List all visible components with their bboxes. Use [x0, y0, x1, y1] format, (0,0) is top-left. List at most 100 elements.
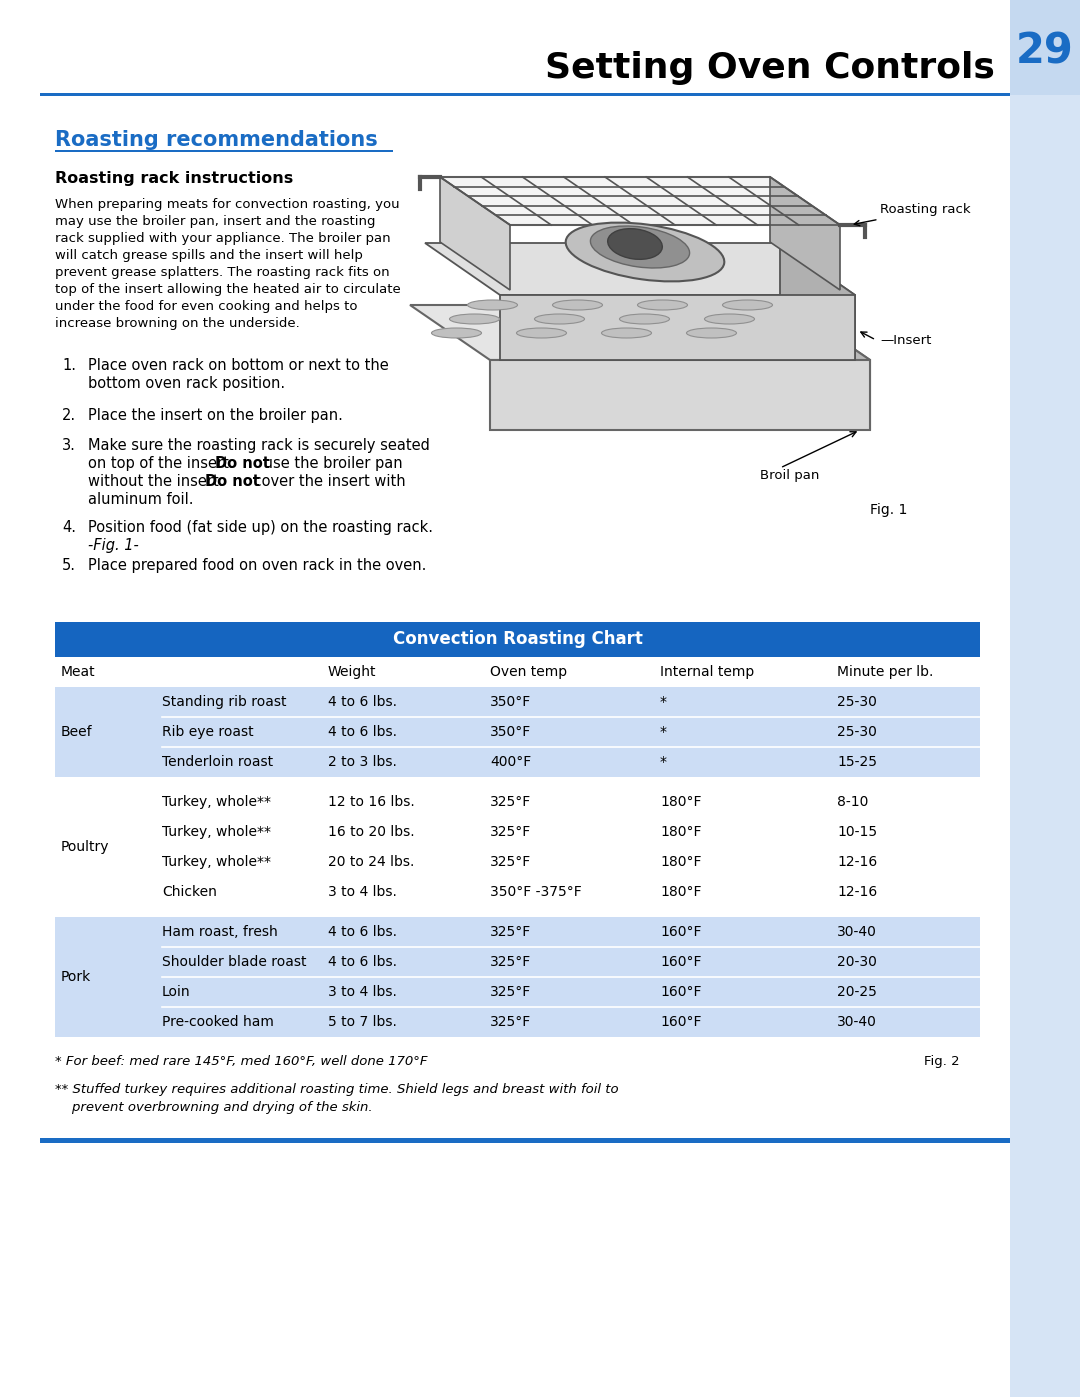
Text: 20-30: 20-30	[837, 956, 877, 970]
Bar	[55, 622, 980, 657]
Text: 20 to 24 lbs.: 20 to 24 lbs.	[328, 855, 415, 869]
Ellipse shape	[535, 314, 584, 324]
Polygon shape	[426, 243, 855, 295]
Text: Roasting rack: Roasting rack	[854, 204, 971, 226]
Text: 30-40: 30-40	[837, 1016, 877, 1030]
Ellipse shape	[432, 328, 482, 338]
Text: Turkey, whole**: Turkey, whole**	[162, 855, 271, 869]
Text: Tenderloin roast: Tenderloin roast	[162, 754, 273, 768]
Bar	[55, 916, 980, 947]
Bar	[55, 977, 980, 1007]
Text: * For beef: med rare 145°F, med 160°F, well done 170°F: * For beef: med rare 145°F, med 160°F, w…	[55, 1055, 428, 1067]
Polygon shape	[789, 305, 870, 430]
Polygon shape	[500, 295, 855, 360]
Text: 325°F: 325°F	[490, 1016, 531, 1030]
Bar	[55, 687, 980, 717]
Text: 8-10: 8-10	[837, 795, 868, 809]
Text: 25-30: 25-30	[837, 725, 877, 739]
Text: 3.: 3.	[62, 439, 76, 453]
Ellipse shape	[687, 328, 737, 338]
Text: Fig. 1: Fig. 1	[870, 503, 907, 517]
Text: ** Stuffed turkey requires additional roasting time. Shield legs and breast with: ** Stuffed turkey requires additional ro…	[55, 1083, 619, 1097]
Text: Setting Oven Controls: Setting Oven Controls	[545, 52, 995, 85]
Text: Weight: Weight	[328, 665, 377, 679]
Text: under the food for even cooking and helps to: under the food for even cooking and help…	[55, 300, 357, 313]
Text: Fig. 2: Fig. 2	[924, 1055, 960, 1067]
Ellipse shape	[553, 300, 603, 310]
Text: Roasting rack instructions: Roasting rack instructions	[55, 170, 294, 186]
Text: Chicken: Chicken	[162, 886, 217, 900]
Text: -Fig. 1-: -Fig. 1-	[87, 538, 138, 553]
Text: 160°F: 160°F	[660, 1016, 702, 1030]
Text: on top of the insert.: on top of the insert.	[87, 455, 239, 471]
Text: 12-16: 12-16	[837, 886, 877, 900]
Text: When preparing meats for convection roasting, you: When preparing meats for convection roas…	[55, 198, 400, 211]
Bar	[1010, 0, 1080, 95]
Bar	[55, 149, 393, 152]
Polygon shape	[410, 305, 870, 360]
Text: 4 to 6 lbs.: 4 to 6 lbs.	[328, 956, 397, 970]
Text: Loin: Loin	[162, 985, 191, 999]
Text: *: *	[660, 754, 667, 768]
Ellipse shape	[449, 314, 499, 324]
Text: Ham roast, fresh: Ham roast, fresh	[162, 925, 278, 939]
Text: prevent grease splatters. The roasting rack fits on: prevent grease splatters. The roasting r…	[55, 265, 390, 279]
Text: 4 to 6 lbs.: 4 to 6 lbs.	[328, 694, 397, 710]
Bar	[55, 717, 980, 747]
Text: 30-40: 30-40	[837, 925, 877, 939]
Text: Shoulder blade roast: Shoulder blade roast	[162, 956, 307, 970]
Text: 180°F: 180°F	[660, 855, 702, 869]
Text: 325°F: 325°F	[490, 985, 531, 999]
Ellipse shape	[723, 300, 772, 310]
Bar	[0, 0, 1010, 95]
Text: aluminum foil.: aluminum foil.	[87, 492, 193, 507]
Text: 160°F: 160°F	[660, 985, 702, 999]
Text: *: *	[660, 694, 667, 710]
Bar	[55, 657, 980, 687]
Text: Beef: Beef	[60, 725, 93, 739]
Bar	[55, 947, 980, 977]
Text: bottom oven rack position.: bottom oven rack position.	[87, 376, 285, 391]
Polygon shape	[490, 360, 870, 430]
Text: Make sure the roasting rack is securely seated: Make sure the roasting rack is securely …	[87, 439, 430, 453]
Text: rack supplied with your appliance. The broiler pan: rack supplied with your appliance. The b…	[55, 232, 391, 244]
Text: Poultry: Poultry	[60, 840, 109, 854]
Ellipse shape	[468, 300, 517, 310]
Text: 3 to 4 lbs.: 3 to 4 lbs.	[328, 985, 396, 999]
Text: 400°F: 400°F	[490, 754, 531, 768]
Text: 5.: 5.	[62, 557, 76, 573]
Text: 325°F: 325°F	[490, 826, 531, 840]
Ellipse shape	[591, 226, 690, 268]
Text: 325°F: 325°F	[490, 855, 531, 869]
Bar	[40, 1139, 1010, 1143]
Text: 29: 29	[1016, 31, 1074, 73]
Text: will catch grease spills and the insert will help: will catch grease spills and the insert …	[55, 249, 363, 263]
Text: 20-25: 20-25	[837, 985, 877, 999]
Ellipse shape	[602, 328, 651, 338]
Bar	[55, 787, 980, 817]
Ellipse shape	[637, 300, 688, 310]
Text: 180°F: 180°F	[660, 826, 702, 840]
Text: 2.: 2.	[62, 408, 76, 423]
Text: 10-15: 10-15	[837, 826, 877, 840]
Text: 2 to 3 lbs.: 2 to 3 lbs.	[328, 754, 396, 768]
Text: 325°F: 325°F	[490, 956, 531, 970]
Text: 12 to 16 lbs.: 12 to 16 lbs.	[328, 795, 415, 809]
Text: Roasting recommendations: Roasting recommendations	[55, 130, 378, 149]
Text: 3 to 4 lbs.: 3 to 4 lbs.	[328, 886, 396, 900]
Bar	[1010, 0, 1080, 1397]
Bar	[55, 817, 980, 847]
Ellipse shape	[566, 222, 725, 281]
Text: 1.: 1.	[62, 358, 76, 373]
Polygon shape	[440, 177, 510, 291]
Text: prevent overbrowning and drying of the skin.: prevent overbrowning and drying of the s…	[55, 1101, 373, 1113]
Text: 350°F: 350°F	[490, 725, 531, 739]
Text: 160°F: 160°F	[660, 956, 702, 970]
Text: Internal temp: Internal temp	[660, 665, 754, 679]
Text: Minute per lb.: Minute per lb.	[837, 665, 933, 679]
Text: Pork: Pork	[60, 970, 91, 983]
Text: Oven temp: Oven temp	[490, 665, 567, 679]
Text: 4 to 6 lbs.: 4 to 6 lbs.	[328, 725, 397, 739]
Ellipse shape	[608, 229, 662, 260]
Text: 350°F -375°F: 350°F -375°F	[490, 886, 582, 900]
